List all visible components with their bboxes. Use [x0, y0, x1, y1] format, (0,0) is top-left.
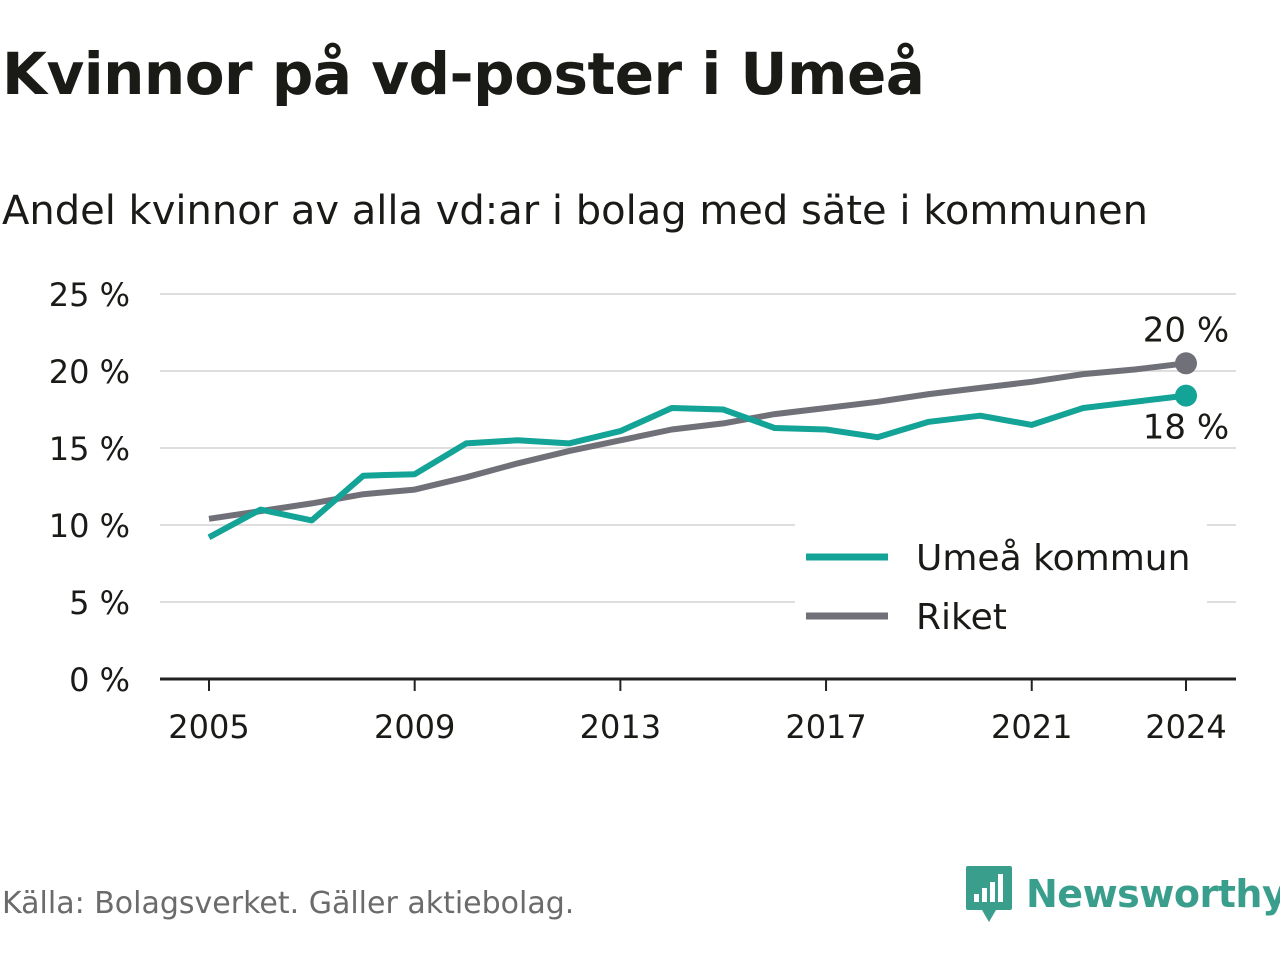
legend-item: Riket [806, 597, 1007, 638]
x-tick-label: 2005 [168, 708, 249, 746]
legend-label: Riket [916, 597, 1007, 638]
x-tick-label: 2009 [374, 708, 455, 746]
x-tick-label: 2021 [991, 708, 1072, 746]
y-tick-label: 20 % [49, 353, 130, 391]
y-tick-label: 10 % [49, 507, 130, 545]
source-note: Källa: Bolagsverket. Gäller aktiebolag. [2, 886, 575, 921]
line-chart: 0 %5 %10 %15 %20 %25 % 2005 2009 2013 2017 2… [49, 276, 1236, 746]
x-tick-label: 2024 [1145, 708, 1226, 746]
legend-background [795, 524, 1207, 652]
chart-title: Kvinnor på vd-poster i Umeå [2, 40, 925, 108]
x-tick-label: 2017 [785, 708, 866, 746]
legend: Umeå kommun Riket [795, 524, 1207, 652]
series-lines [207, 360, 1187, 540]
chart-subtitle: Andel kvinnor av alla vd:ar i bolag med … [2, 188, 1148, 234]
brand-name: Newsworthy [1026, 872, 1280, 916]
x-axis: 2005 2009 2013 2017 2021 2024 [160, 677, 1236, 746]
legend-item: Umeå kommun [806, 538, 1190, 579]
y-tick-label: 5 % [69, 584, 130, 622]
y-tick-label: 15 % [49, 430, 130, 468]
x-tick-label: 2013 [580, 708, 661, 746]
series-line [207, 392, 1187, 540]
end-point-marker [1175, 384, 1197, 407]
end-value-label: 20 % [1143, 310, 1229, 350]
y-tick-label: 0 % [69, 661, 130, 699]
brand-logo: Newsworthy [964, 864, 1280, 924]
end-labels: 20 % 18 % [1143, 310, 1229, 447]
newsworthy-logo-icon [966, 866, 1012, 922]
y-tick-label: 25 % [49, 276, 130, 314]
end-value-label: 18 % [1143, 408, 1229, 448]
end-point-marker [1175, 352, 1197, 375]
y-axis-tick-labels: 0 % 5 % 10 % 15 % 20 % 25 % [49, 276, 130, 699]
series-line [208, 360, 1187, 522]
legend-label: Umeå kommun [916, 538, 1190, 579]
